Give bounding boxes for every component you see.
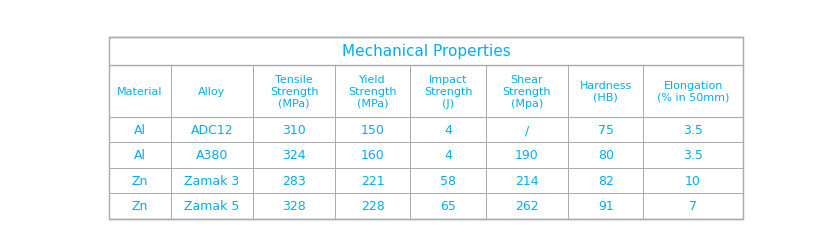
Text: Tensile
Strength
(MPa): Tensile Strength (MPa) [270, 74, 318, 108]
Text: 65: 65 [440, 200, 456, 212]
Text: 150: 150 [361, 124, 385, 136]
Text: 190: 190 [515, 149, 538, 162]
Text: Elongation
(% in 50mm): Elongation (% in 50mm) [656, 80, 730, 102]
Text: Zn: Zn [131, 200, 148, 212]
Text: Impact
Strength
(J): Impact Strength (J) [424, 74, 472, 108]
Text: 7: 7 [689, 200, 697, 212]
Text: 228: 228 [361, 200, 385, 212]
Text: Al: Al [134, 124, 146, 136]
Text: 160: 160 [361, 149, 385, 162]
Text: Zamak 5: Zamak 5 [184, 200, 239, 212]
Text: 4: 4 [445, 124, 452, 136]
Text: Hardness
(HB): Hardness (HB) [579, 80, 632, 102]
Text: A380: A380 [195, 149, 228, 162]
Text: 91: 91 [597, 200, 613, 212]
Text: 4: 4 [445, 149, 452, 162]
Text: 3.5: 3.5 [683, 124, 703, 136]
Text: Al: Al [134, 149, 146, 162]
Text: Mechanical Properties: Mechanical Properties [342, 44, 510, 59]
Text: Material: Material [117, 86, 163, 97]
Text: 82: 82 [597, 174, 613, 187]
Text: Alloy: Alloy [198, 86, 225, 97]
Text: Zn: Zn [131, 174, 148, 187]
Text: 58: 58 [440, 174, 456, 187]
Text: Yield
Strength
(MPa): Yield Strength (MPa) [348, 74, 397, 108]
Text: 328: 328 [283, 200, 306, 212]
Text: 3.5: 3.5 [683, 149, 703, 162]
Text: 262: 262 [515, 200, 538, 212]
Text: 10: 10 [685, 174, 701, 187]
Text: /: / [525, 124, 529, 136]
Text: Shear
Strength
(Mpa): Shear Strength (Mpa) [503, 74, 551, 108]
Text: 214: 214 [515, 174, 538, 187]
Text: 310: 310 [283, 124, 306, 136]
Text: 221: 221 [361, 174, 385, 187]
Text: 324: 324 [283, 149, 306, 162]
Text: ADC12: ADC12 [190, 124, 234, 136]
Text: 283: 283 [283, 174, 306, 187]
Text: 80: 80 [597, 149, 614, 162]
Text: 75: 75 [597, 124, 614, 136]
Text: Zamak 3: Zamak 3 [184, 174, 239, 187]
